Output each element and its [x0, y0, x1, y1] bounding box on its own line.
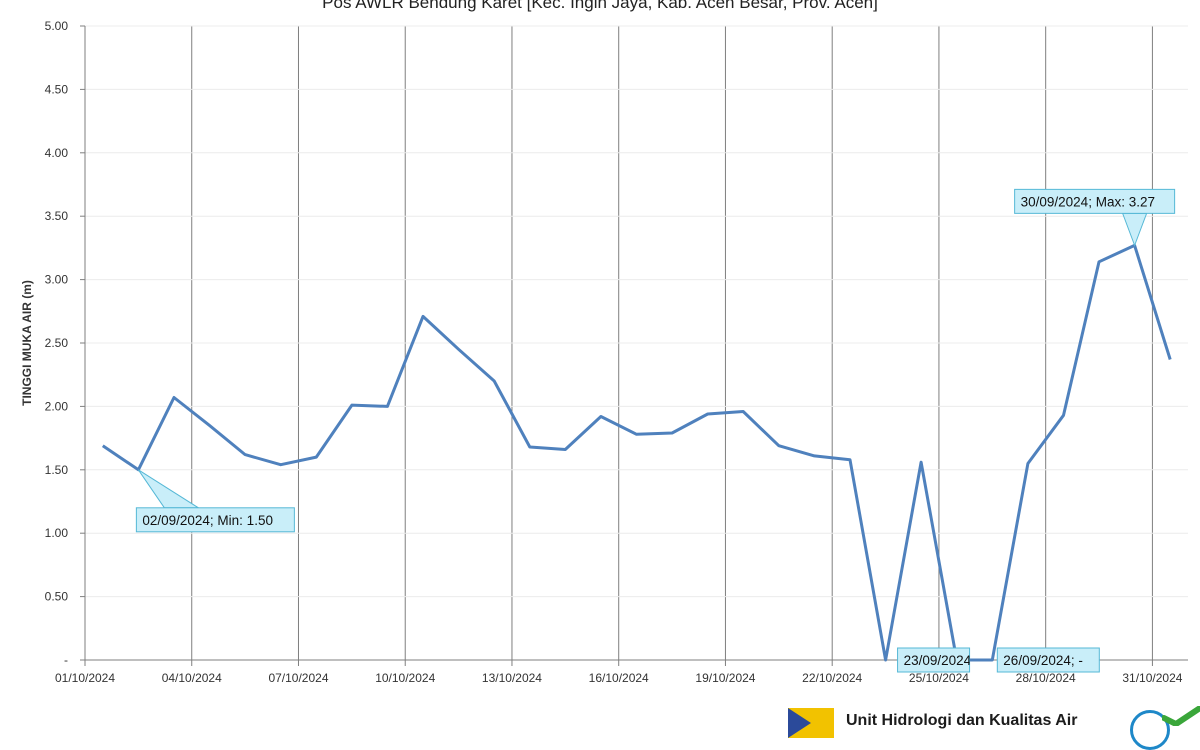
series-line: [101, 243, 1172, 662]
data-point: [812, 454, 816, 458]
data-point: [421, 314, 425, 318]
axes: 01/10/2024 04/10/2024 07/10/2024 10/10/2024…: [45, 19, 1188, 685]
x-tick-label: 22/10/2024: [802, 671, 862, 685]
footer-title: Unit Hidrologi dan Kualitas Air: [846, 712, 1078, 729]
callout-pointer: [137, 469, 201, 509]
data-point: [777, 444, 781, 448]
x-tick-label: 28/10/2024: [1016, 671, 1076, 685]
y-tick-label: 4.50: [45, 82, 69, 96]
callout: 30/09/2024; Max: 3.27: [1014, 188, 1176, 247]
data-point: [884, 658, 888, 662]
data-point: [599, 415, 603, 419]
data-point: [1061, 413, 1065, 417]
y-tick-label: 2.00: [45, 399, 69, 413]
callout-label: 02/09/2024; Min: 1.50: [142, 513, 273, 528]
data-point: [1026, 461, 1030, 465]
data-point: [670, 431, 674, 435]
x-tick-label: 25/10/2024: [909, 671, 969, 685]
x-tick-label: 01/10/2024: [55, 671, 115, 685]
callout-label: 30/09/2024; Max: 3.27: [1021, 194, 1155, 209]
footer: Unit Hidrologi dan Kualitas Air: [788, 708, 1077, 738]
data-point: [706, 412, 710, 416]
data-point: [457, 347, 461, 351]
x-tick-label: 16/10/2024: [589, 671, 649, 685]
callouts: 02/09/2024; Min: 1.50 30/09/2024; Max: 3.…: [135, 188, 1176, 673]
data-point: [1168, 357, 1172, 361]
callout: 26/09/2024; -: [996, 647, 1100, 673]
data-point: [314, 455, 318, 459]
y-tick-label: 1.00: [45, 526, 69, 540]
x-tick-label: 04/10/2024: [162, 671, 222, 685]
data-point: [385, 404, 389, 408]
data-point: [1097, 260, 1101, 264]
callout-box: [996, 647, 1100, 673]
data-point: [635, 432, 639, 436]
y-axis-label: TINGGI MUKA AIR (m): [20, 280, 34, 406]
data-point: [350, 403, 354, 407]
x-tick-label: 31/10/2024: [1122, 671, 1182, 685]
data-point: [528, 445, 532, 449]
chart-title: Pos AWLR Bendung Karet [Kec. Ingin Jaya,…: [322, 0, 878, 12]
x-tick-label: 07/10/2024: [268, 671, 328, 685]
callout-label: 23/09/2024: [904, 653, 972, 668]
data-point: [563, 448, 567, 452]
callout-box: [897, 647, 971, 673]
data-point: [208, 423, 212, 427]
ministry-logo: [788, 708, 834, 738]
data-point: [243, 453, 247, 457]
data-point: [279, 463, 283, 467]
y-tick-label: 3.50: [45, 209, 69, 223]
callout: 02/09/2024; Min: 1.50: [135, 469, 295, 533]
y-tick-label: 0.50: [45, 590, 69, 604]
series-layer: [101, 243, 1172, 662]
line-chart: Pos AWLR Bendung Karet [Kec. Ingin Jaya,…: [20, 0, 1188, 685]
y-tick-label: 5.00: [45, 19, 69, 33]
data-point: [492, 379, 496, 383]
check-icon: [1162, 706, 1200, 726]
x-tick-label: 13/10/2024: [482, 671, 542, 685]
data-point: [990, 658, 994, 662]
callout-box: [1014, 188, 1176, 214]
grid-lines: [84, 25, 1188, 666]
data-point: [848, 458, 852, 462]
x-tick-label: 19/10/2024: [695, 671, 755, 685]
y-tick-label: 3.00: [45, 273, 69, 287]
y-tick-label: 1.50: [45, 463, 69, 477]
data-point: [172, 396, 176, 400]
x-tick-label: 10/10/2024: [375, 671, 435, 685]
y-tick-label: 2.50: [45, 336, 69, 350]
callout-label: 26/09/2024; -: [1003, 653, 1083, 668]
callout-box: [135, 507, 295, 533]
y-tick-label: 4.00: [45, 146, 69, 160]
data-point: [741, 409, 745, 413]
y-tick-label: -: [64, 653, 68, 667]
callout: 23/09/2024: [897, 647, 972, 673]
callout-pointer: [1121, 212, 1148, 247]
data-point: [919, 460, 923, 464]
data-point: [101, 444, 105, 448]
